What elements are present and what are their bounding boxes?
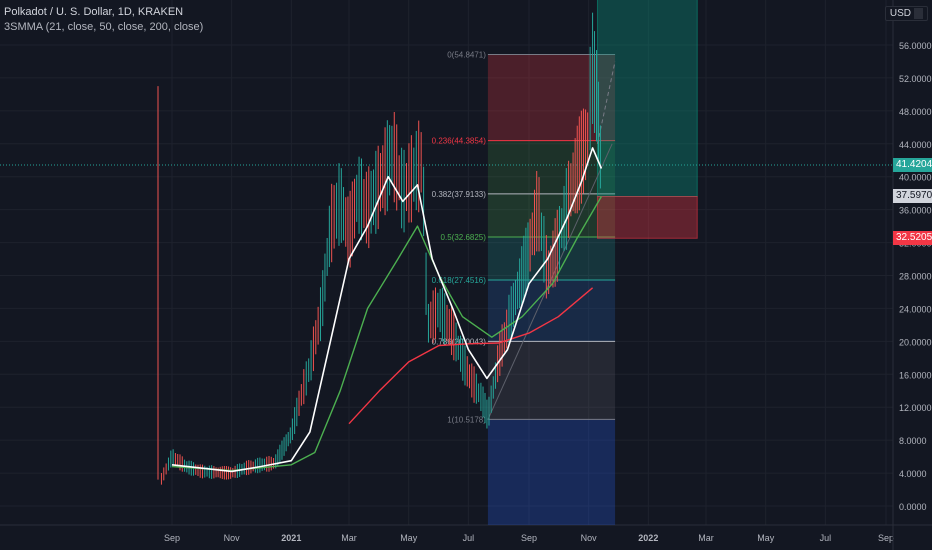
smma-21-line xyxy=(171,147,603,473)
smma-200-line xyxy=(348,287,594,425)
fib-band xyxy=(487,341,616,420)
fib-level-label: 0.786(20.0043) xyxy=(432,337,487,346)
x-tick-label: Sep xyxy=(164,533,180,543)
fib-level-label: 0.5(32.6825) xyxy=(441,233,487,242)
y-tick-label: 16.0000 xyxy=(899,370,932,380)
fib-band xyxy=(487,236,616,281)
fib-band xyxy=(487,193,616,237)
y-tick-label: 56.0000 xyxy=(899,41,932,51)
x-tick-label: May xyxy=(400,533,418,543)
x-tick-label: Mar xyxy=(698,533,714,543)
smma-50-line xyxy=(171,196,603,472)
fib-level-label: 0.618(27.4516) xyxy=(432,276,487,285)
price-series xyxy=(160,12,601,485)
y-tick-label: 52.0000 xyxy=(899,74,932,84)
fibonacci-retracement: 0(54.8471) 0.236(44.3854) 0.382(37.9133) 0.… xyxy=(432,50,616,525)
y-axis: 0.0000 4.0000 8.0000 12.0000 16.0000 20.0000 2… xyxy=(0,41,932,512)
x-tick-label: Nov xyxy=(224,533,241,543)
x-tick-label: 2021 xyxy=(281,533,301,543)
y-tick-label: 12.0000 xyxy=(899,403,932,413)
chart-title: Polkadot / U. S. Dollar, 1D, KRAKEN xyxy=(4,6,184,18)
fib-level-label: 1(10.5178) xyxy=(447,415,486,424)
fib-level-label: 0(54.8471) xyxy=(447,50,486,59)
price-label-last: 41.4204 xyxy=(893,158,932,173)
fib-level-label: 0.236(44.3854) xyxy=(432,137,487,146)
x-tick-label: Mar xyxy=(341,533,357,543)
x-axis: Sep Nov 2021 Mar May Jul Sep Nov 2022 Mar May Jul Se… xyxy=(164,0,894,543)
x-tick-label: Sep xyxy=(878,533,894,543)
y-tick-label: 20.0000 xyxy=(899,337,932,347)
price-label-mid: 37.5970 xyxy=(893,189,932,204)
long-position-tool xyxy=(596,0,698,239)
x-tick-label: May xyxy=(757,533,775,543)
y-tick-label: 24.0000 xyxy=(899,304,932,314)
x-tick-label: Jul xyxy=(463,533,475,543)
currency-box-icon xyxy=(914,8,923,19)
y-tick-label: 28.0000 xyxy=(899,272,932,282)
position-stop-zone xyxy=(596,195,698,239)
fib-level-label: 0.382(37.9133) xyxy=(432,190,487,199)
y-tick-label: 4.0000 xyxy=(899,469,927,479)
price-label-sl: 32.5205 xyxy=(893,231,932,246)
y-tick-label: 36.0000 xyxy=(899,206,932,216)
y-tick-label: 0.0000 xyxy=(899,502,927,512)
y-tick-label: 40.0000 xyxy=(899,173,932,183)
x-tick-label: 2022 xyxy=(638,533,658,543)
x-tick-label: Jul xyxy=(820,533,832,543)
currency-selector[interactable]: USD xyxy=(884,6,928,22)
y-tick-label: 44.0000 xyxy=(899,140,932,150)
x-tick-label: Nov xyxy=(581,533,598,543)
indicator-legend[interactable]: 3SMMA (21, close, 50, close, 200, close) xyxy=(4,21,204,33)
position-target-zone xyxy=(596,0,698,197)
y-tick-label: 8.0000 xyxy=(899,436,927,446)
y-tick-label: 48.0000 xyxy=(899,107,932,117)
fib-band xyxy=(487,54,616,141)
trend-line xyxy=(487,143,613,420)
currency-label: USD xyxy=(889,8,911,20)
fib-band xyxy=(487,140,616,194)
x-tick-label: Sep xyxy=(521,533,537,543)
fib-band-extension xyxy=(487,419,616,525)
